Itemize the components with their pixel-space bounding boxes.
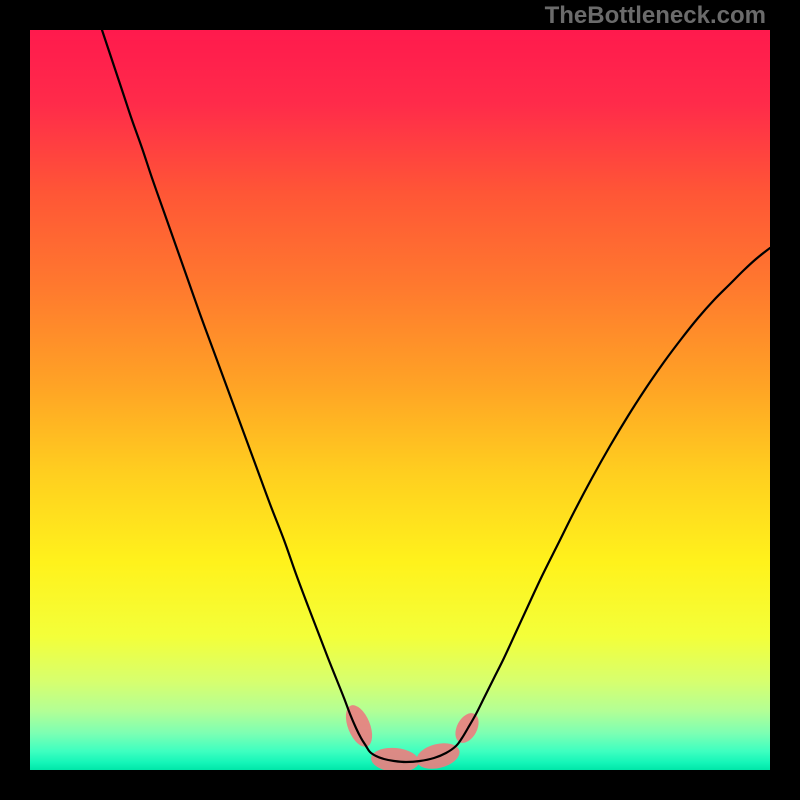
watermark-text: TheBottleneck.com — [545, 2, 766, 30]
bottleneck-curve — [102, 30, 770, 762]
trough-blob-0 — [341, 701, 378, 750]
outer-frame: TheBottleneck.com — [0, 0, 800, 800]
trough-blob-1 — [370, 746, 420, 770]
curve-layer — [30, 30, 770, 770]
trough-blob-2 — [414, 739, 462, 770]
plot-area — [30, 30, 770, 770]
